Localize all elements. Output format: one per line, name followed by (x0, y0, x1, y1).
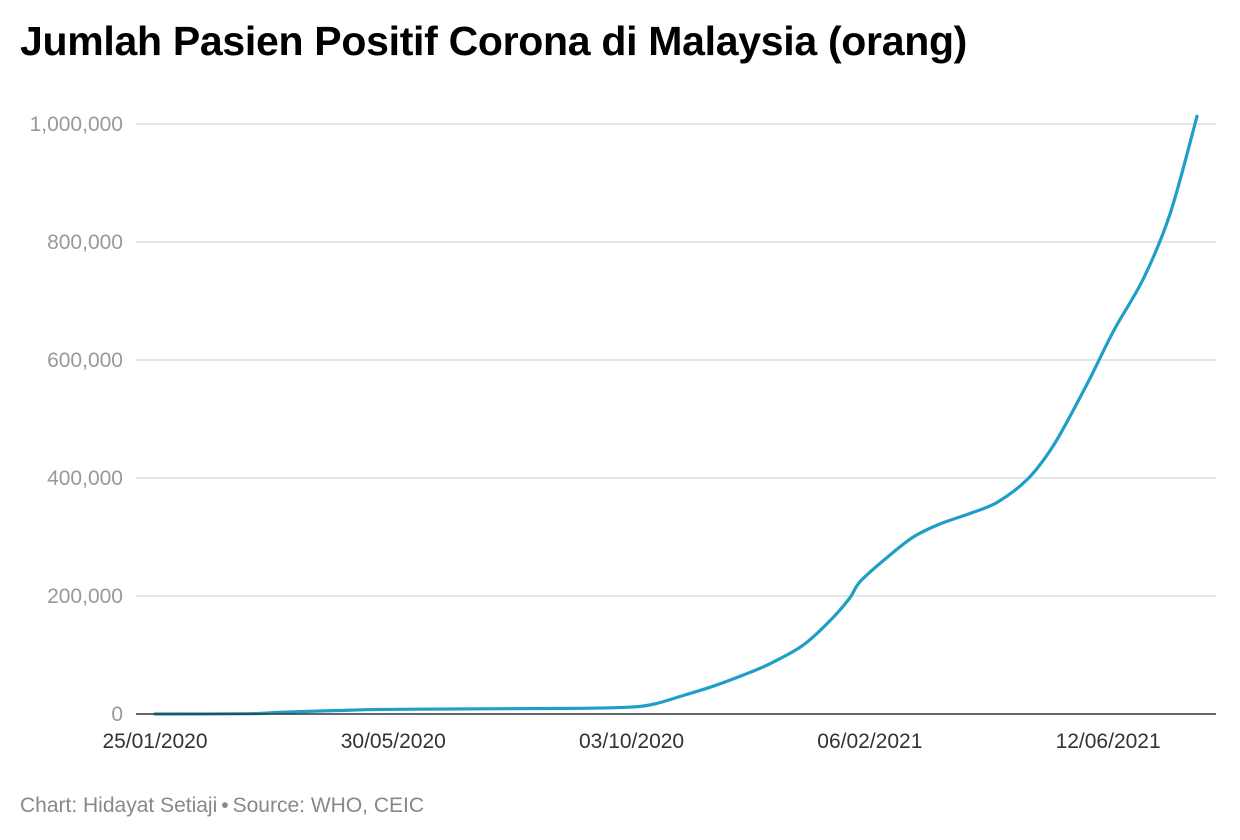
y-tick-label: 200,000 (47, 585, 123, 608)
x-tick-label: 03/10/2020 (579, 730, 684, 753)
gridlines (136, 123, 1216, 597)
x-tick-label: 30/05/2020 (341, 730, 446, 753)
chart-footer: Chart: Hidayat Setiaji • Source: WHO, CEIC (20, 794, 424, 818)
chart-source: Source: WHO, CEIC (232, 794, 424, 817)
y-tick-label: 800,000 (47, 231, 123, 254)
y-tick-label: 600,000 (47, 349, 123, 372)
chart-credit: Chart: Hidayat Setiaji (20, 794, 218, 817)
y-tick-label: 0 (111, 703, 123, 726)
footer-separator: • (221, 794, 229, 817)
series-line (153, 114, 1199, 716)
x-tick-label: 06/02/2021 (817, 730, 922, 753)
y-axis-labels: 0 200,000 400,000 600,000 800,000 1,000,000 (30, 113, 123, 726)
x-axis-labels: 25/01/2020 30/05/2020 03/10/2020 06/02/2021… (102, 730, 1160, 753)
y-tick-label: 400,000 (47, 467, 123, 490)
x-tick-label: 12/06/2021 (1056, 730, 1161, 753)
chart-title: Jumlah Pasien Positif Corona di Malaysia… (20, 18, 968, 64)
y-tick-label: 1,000,000 (30, 113, 123, 136)
series-group (153, 114, 1199, 716)
x-tick-label: 25/01/2020 (102, 730, 207, 753)
